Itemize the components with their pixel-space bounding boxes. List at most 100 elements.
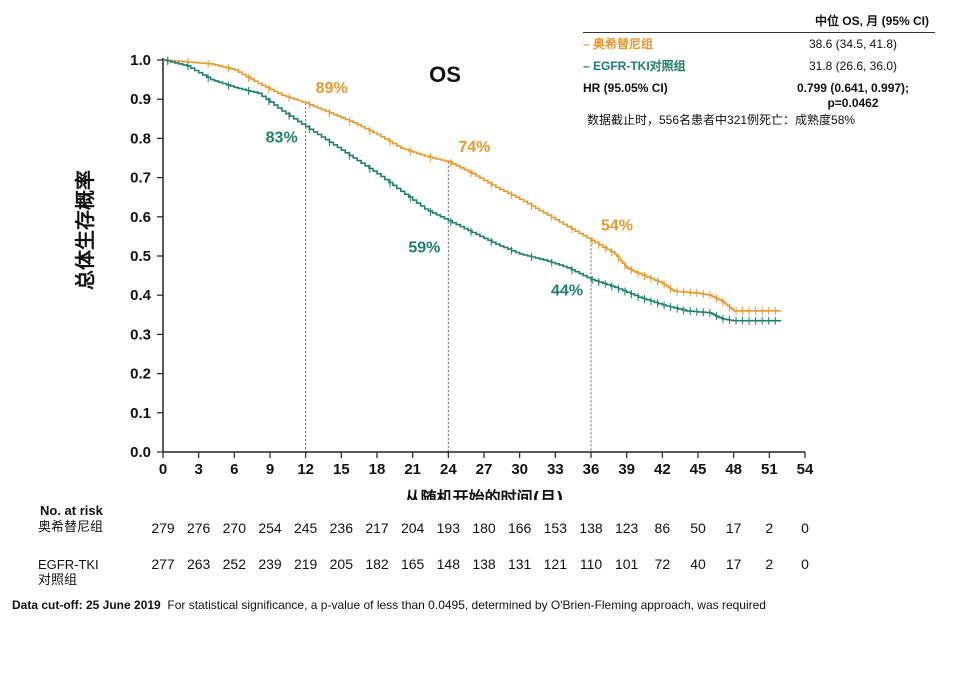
y-tick-label: 0.3 xyxy=(130,326,151,343)
risk-cell-egfr-tki: 101 xyxy=(614,556,639,572)
risk-cell-egfr-tki: 277 xyxy=(151,556,175,572)
risk-cell-egfr-tki: 263 xyxy=(186,556,211,572)
risk-cell-egfr-tki: 0 xyxy=(801,556,809,572)
risk-cell-egfr-tki: 165 xyxy=(400,556,425,572)
y-tick-label: 0.4 xyxy=(130,287,152,304)
y-tick-label: 0.9 xyxy=(130,91,151,108)
x-tick-label: 12 xyxy=(297,461,314,478)
maturity-note: 数据截止时，556名患者中321例死亡：成熟度58% xyxy=(587,113,856,127)
risk-cell-egfr-tki: 148 xyxy=(436,556,460,572)
risk-cell-osimertinib: 86 xyxy=(654,520,671,536)
hr-value: 0.799 (0.641, 0.997); p=0.0462 xyxy=(773,81,933,111)
x-tick-label: 27 xyxy=(476,461,493,478)
pct-label: 74% xyxy=(458,139,490,156)
risk-cell-osimertinib: 236 xyxy=(329,520,353,536)
hr-value-line2: p=0.0462 xyxy=(827,96,879,110)
x-tick-label: 51 xyxy=(761,461,778,478)
risk-cell-osimertinib: 245 xyxy=(293,520,318,536)
risk-cell-egfr-tki: 138 xyxy=(472,556,496,572)
legend-header: 中位 OS, 月 (95% CI) xyxy=(583,10,935,33)
x-tick-label: 3 xyxy=(194,461,202,478)
risk-cell-osimertinib: 279 xyxy=(151,520,175,536)
pct-label: 54% xyxy=(601,217,633,234)
x-tick-label: 42 xyxy=(654,461,671,478)
risk-label-egfr-tki: EGFR-TKI 对照组 xyxy=(38,557,99,587)
risk-cell-osimertinib: 153 xyxy=(543,520,567,536)
risk-cell-osimertinib: 193 xyxy=(436,520,460,536)
y-tick-label: 0.1 xyxy=(130,405,151,422)
risk-cell-egfr-tki: 182 xyxy=(365,556,389,572)
legend-label-osimertinib: – 奥希替尼组 xyxy=(583,37,654,51)
chart-title: OS xyxy=(429,62,461,87)
risk-cell-osimertinib: 166 xyxy=(507,520,532,536)
risk-cell-egfr-tki: 17 xyxy=(725,556,742,572)
risk-cell-egfr-tki: 121 xyxy=(543,556,567,572)
x-tick-label: 18 xyxy=(369,461,386,478)
x-tick-label: 30 xyxy=(511,461,528,478)
x-tick-label: 48 xyxy=(725,461,742,478)
x-tick-label: 9 xyxy=(266,461,274,478)
x-tick-label: 0 xyxy=(159,461,167,478)
risk-cell-osimertinib: 50 xyxy=(690,520,706,536)
risk-cell-osimertinib: 204 xyxy=(400,520,425,536)
pct-label: 59% xyxy=(408,240,440,257)
risk-cell-egfr-tki: 239 xyxy=(258,556,282,572)
risk-cell-osimertinib: 138 xyxy=(579,520,603,536)
risk-cell-osimertinib: 217 xyxy=(365,520,389,536)
x-tick-label: 24 xyxy=(440,461,457,478)
risk-cell-egfr-tki: 110 xyxy=(579,556,603,572)
footnote-text: For statistical significance, a p-value … xyxy=(167,598,766,612)
x-tick-label: 45 xyxy=(690,461,707,478)
footnote: Data cut-off: 25 June 2019 For statistic… xyxy=(12,598,766,612)
risk-cell-osimertinib: 0 xyxy=(801,520,809,536)
legend-row-egfr-tki: – EGFR-TKI对照组 31.8 (26.6, 36.0) xyxy=(583,55,935,77)
pct-label: 89% xyxy=(316,80,348,97)
footnote-cutoff: Data cut-off: 25 June 2019 xyxy=(12,598,161,612)
x-tick-label: 15 xyxy=(333,461,350,478)
risk-cell-osimertinib: 270 xyxy=(222,520,246,536)
risk-cell-egfr-tki: 2 xyxy=(765,556,774,572)
x-tick-label: 21 xyxy=(404,461,421,478)
risk-cell-egfr-tki: 40 xyxy=(690,556,706,572)
y-tick-label: 1.0 xyxy=(130,52,151,69)
risk-cell-osimertinib: 123 xyxy=(614,520,639,536)
x-tick-label: 54 xyxy=(797,461,814,478)
x-tick-label: 36 xyxy=(583,461,600,478)
hr-label: HR (95.05% CI) xyxy=(583,81,668,95)
y-axis-label: 总体生存概率 xyxy=(73,170,97,290)
pct-label: 44% xyxy=(551,283,583,300)
y-tick-label: 0.5 xyxy=(130,248,151,265)
risk-cell-egfr-tki: 131 xyxy=(507,556,532,572)
risk-cell-egfr-tki: 205 xyxy=(329,556,353,572)
risk-cell-osimertinib: 276 xyxy=(186,520,211,536)
legend-value-egfr-tki: 31.8 (26.6, 36.0) xyxy=(808,59,898,73)
risk-cell-osimertinib: 17 xyxy=(725,520,742,536)
risk-label-egfr-line1: EGFR-TKI xyxy=(38,557,99,572)
risk-cell-egfr-tki: 252 xyxy=(222,556,246,572)
risk-cell-osimertinib: 180 xyxy=(472,520,496,536)
x-axis-label: 从随机开始的时间(月) xyxy=(405,488,564,500)
risk-table-title: No. at risk xyxy=(40,503,103,518)
risk-label-osimertinib: 奥希替尼组 xyxy=(38,519,104,534)
legend-label-egfr-tki: – EGFR-TKI对照组 xyxy=(583,59,686,73)
risk-cell-osimertinib: 2 xyxy=(765,520,774,536)
y-tick-label: 0.2 xyxy=(130,366,151,383)
legend-value-osimertinib: 38.6 (34.5, 41.8) xyxy=(808,37,898,51)
legend-row-osimertinib: – 奥希替尼组 38.6 (34.5, 41.8) xyxy=(583,33,935,55)
stats-legend: 中位 OS, 月 (95% CI) – 奥希替尼组 38.6 (34.5, 41… xyxy=(583,10,935,129)
y-tick-label: 0.0 xyxy=(130,444,151,461)
x-tick-label: 33 xyxy=(547,461,564,478)
legend-hr-row: HR (95.05% CI) 0.799 (0.641, 0.997); p=0… xyxy=(583,77,935,111)
x-tick-label: 39 xyxy=(618,461,635,478)
km-chart: 0 3 6 9 12 15 18 21 24 27 30 33 36 39 42 45 48 51 540.00.1… xyxy=(73,52,814,500)
pct-label: 83% xyxy=(266,130,298,147)
risk-cell-osimertinib: 254 xyxy=(258,520,282,536)
y-tick-label: 0.6 xyxy=(130,209,151,226)
km-curve-osimertinib xyxy=(163,59,782,312)
x-tick-label: 6 xyxy=(230,461,238,478)
hr-value-line1: 0.799 (0.641, 0.997); xyxy=(796,81,910,95)
risk-cell-egfr-tki: 219 xyxy=(293,556,318,572)
y-tick-label: 0.7 xyxy=(130,170,151,187)
y-tick-label: 0.8 xyxy=(130,130,151,147)
risk-label-egfr-line2: 对照组 xyxy=(38,572,78,587)
